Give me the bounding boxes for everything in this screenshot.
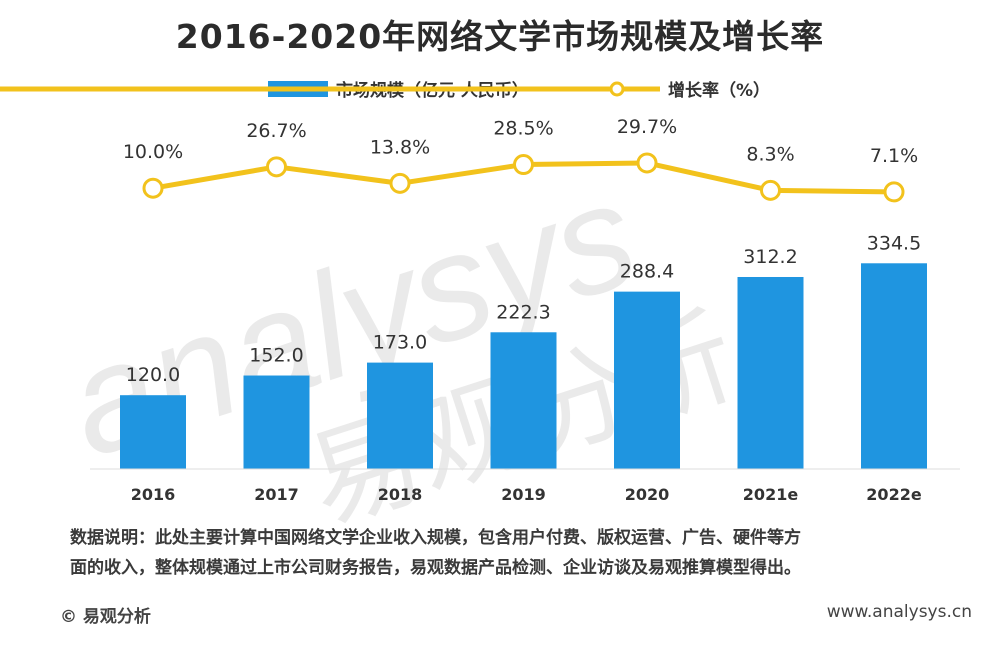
footer-url: www.analysys.cn	[826, 602, 972, 622]
x-tick-label-2019: 2019	[501, 485, 546, 504]
bar-2017	[243, 375, 310, 469]
growth-point-2019	[513, 154, 534, 176]
growth-value-label-2019: 28.5%	[493, 118, 553, 140]
bar-value-label-2016: 120.0	[126, 364, 180, 386]
bar-value-label-2017: 152.0	[249, 345, 303, 367]
growth-value-label-2018: 13.8%	[370, 136, 430, 158]
x-axis-ticks: 2016 2017 2018 2019 2020 2021e 2022e	[131, 485, 922, 504]
footer-source: © 易观分析	[60, 607, 151, 627]
data-note-line-2: 面的收入，整体规模通过上市公司财务报告，易观数据产品检测、企业访谈及易观推算模型…	[70, 558, 801, 578]
growth-point-2016	[142, 177, 164, 199]
growth-point-2020	[636, 152, 658, 174]
bar-value-label-2020: 288.4	[620, 261, 674, 283]
growth-point-2021e	[760, 179, 781, 201]
x-tick-label-2020: 2020	[625, 485, 670, 504]
legend: 市场规模（亿元 人民币） 增长率（%）	[0, 80, 770, 101]
bar-value-label-2019: 222.3	[496, 301, 550, 323]
bar-2020	[614, 291, 680, 469]
x-tick-label-2017: 2017	[254, 485, 299, 504]
bar-2018	[367, 362, 433, 469]
bar-2019	[490, 332, 557, 469]
bar-2021e	[737, 276, 804, 469]
bar-value-label-2021e: 312.2	[743, 246, 797, 268]
growth-value-label-2021e: 8.3%	[746, 143, 794, 165]
chart-title: 2016-2020年网络文学市场规模及增长率	[175, 17, 825, 56]
growth-line-layer: 10.0% 26.7% 13.8% 28.5% 29.7% 8.3% 7.1%	[123, 116, 918, 203]
data-note-line-1: 数据说明：此处主要计算中国网络文学企业收入规模，包含用户付费、版权运营、广告、硬…	[70, 528, 801, 548]
growth-value-label-2017: 26.7%	[246, 120, 306, 142]
growth-point-2017	[266, 156, 287, 178]
x-tick-label-2018: 2018	[378, 485, 423, 504]
growth-value-label-2020: 29.7%	[617, 116, 677, 138]
growth-point-2018	[389, 172, 411, 194]
x-tick-label-2016: 2016	[131, 485, 176, 504]
growth-value-label-2022e: 7.1%	[870, 145, 918, 167]
x-tick-label-2021e: 2021e	[743, 485, 799, 504]
bar-2022e	[861, 263, 927, 469]
bars-layer: 120.0 152.0 173.0 222.3 288.4 312.2 334.5	[120, 232, 927, 469]
bar-value-label-2022e: 334.5	[867, 232, 921, 254]
x-tick-label-2022e: 2022e	[866, 485, 922, 504]
bar-2016	[120, 395, 186, 469]
growth-point-2022e	[883, 181, 905, 203]
legend-line-marker	[609, 81, 625, 97]
legend-line-label: 增长率（%）	[668, 80, 770, 101]
growth-value-label-2016: 10.0%	[123, 141, 183, 163]
bar-value-label-2018: 173.0	[373, 332, 427, 354]
